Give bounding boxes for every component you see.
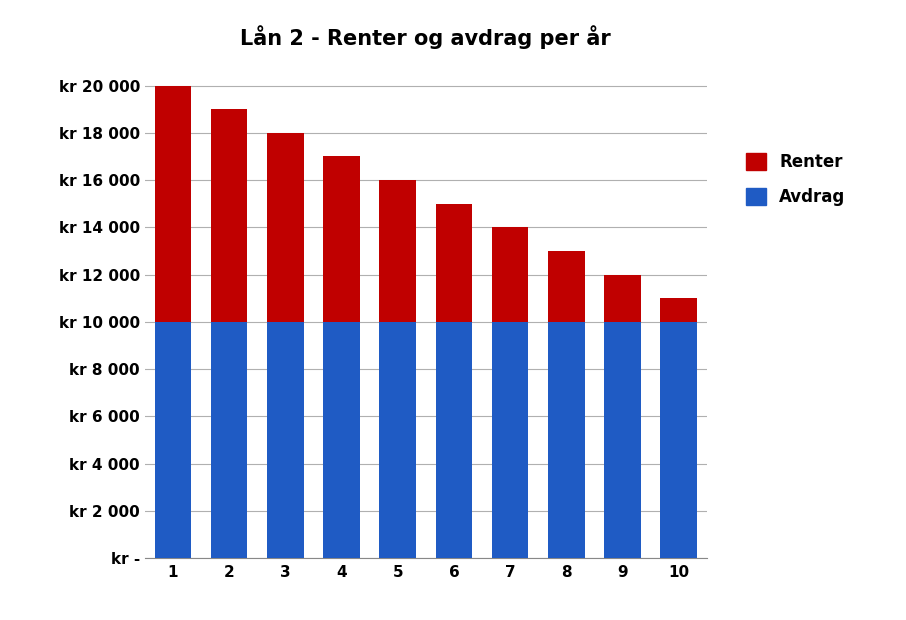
- Bar: [436, 322, 472, 558]
- Bar: [211, 109, 247, 322]
- Bar: [548, 322, 584, 558]
- Bar: [548, 251, 584, 322]
- Bar: [380, 322, 416, 558]
- Bar: [492, 228, 528, 322]
- Bar: [155, 322, 191, 558]
- Legend: Renter, Avdrag: Renter, Avdrag: [737, 144, 853, 215]
- Bar: [323, 156, 360, 322]
- Bar: [267, 322, 304, 558]
- Bar: [267, 133, 304, 322]
- Bar: [323, 322, 360, 558]
- Bar: [155, 86, 191, 322]
- Bar: [211, 322, 247, 558]
- Bar: [604, 322, 641, 558]
- Bar: [660, 298, 697, 322]
- Title: Lån 2 - Renter og avdrag per år: Lån 2 - Renter og avdrag per år: [240, 25, 612, 50]
- Bar: [660, 322, 697, 558]
- Bar: [604, 275, 641, 322]
- Bar: [492, 322, 528, 558]
- Bar: [380, 180, 416, 322]
- Bar: [436, 204, 472, 322]
